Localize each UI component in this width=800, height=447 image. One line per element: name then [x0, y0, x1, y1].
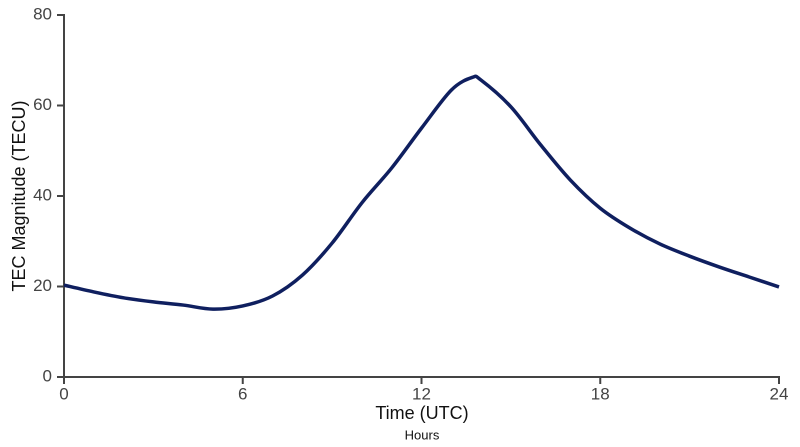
y-tick-label: 20: [33, 276, 52, 295]
y-tick-label: 40: [33, 185, 52, 204]
x-tick-label: 6: [238, 384, 247, 403]
x-axis-sublabel: Hours: [405, 427, 440, 442]
y-tick-label: 0: [43, 366, 52, 385]
y-axis-label: TEC Magnitude (TECU): [9, 100, 29, 291]
x-tick-label: 18: [591, 384, 610, 403]
x-tick-label: 24: [770, 384, 789, 403]
x-axis-label: Time (UTC): [375, 403, 468, 423]
x-tick-label: 12: [412, 384, 431, 403]
x-tick-label: 0: [59, 384, 68, 403]
y-tick-label: 80: [33, 4, 52, 23]
line: [63, 74, 780, 311]
y-tick-label: 60: [33, 95, 52, 114]
